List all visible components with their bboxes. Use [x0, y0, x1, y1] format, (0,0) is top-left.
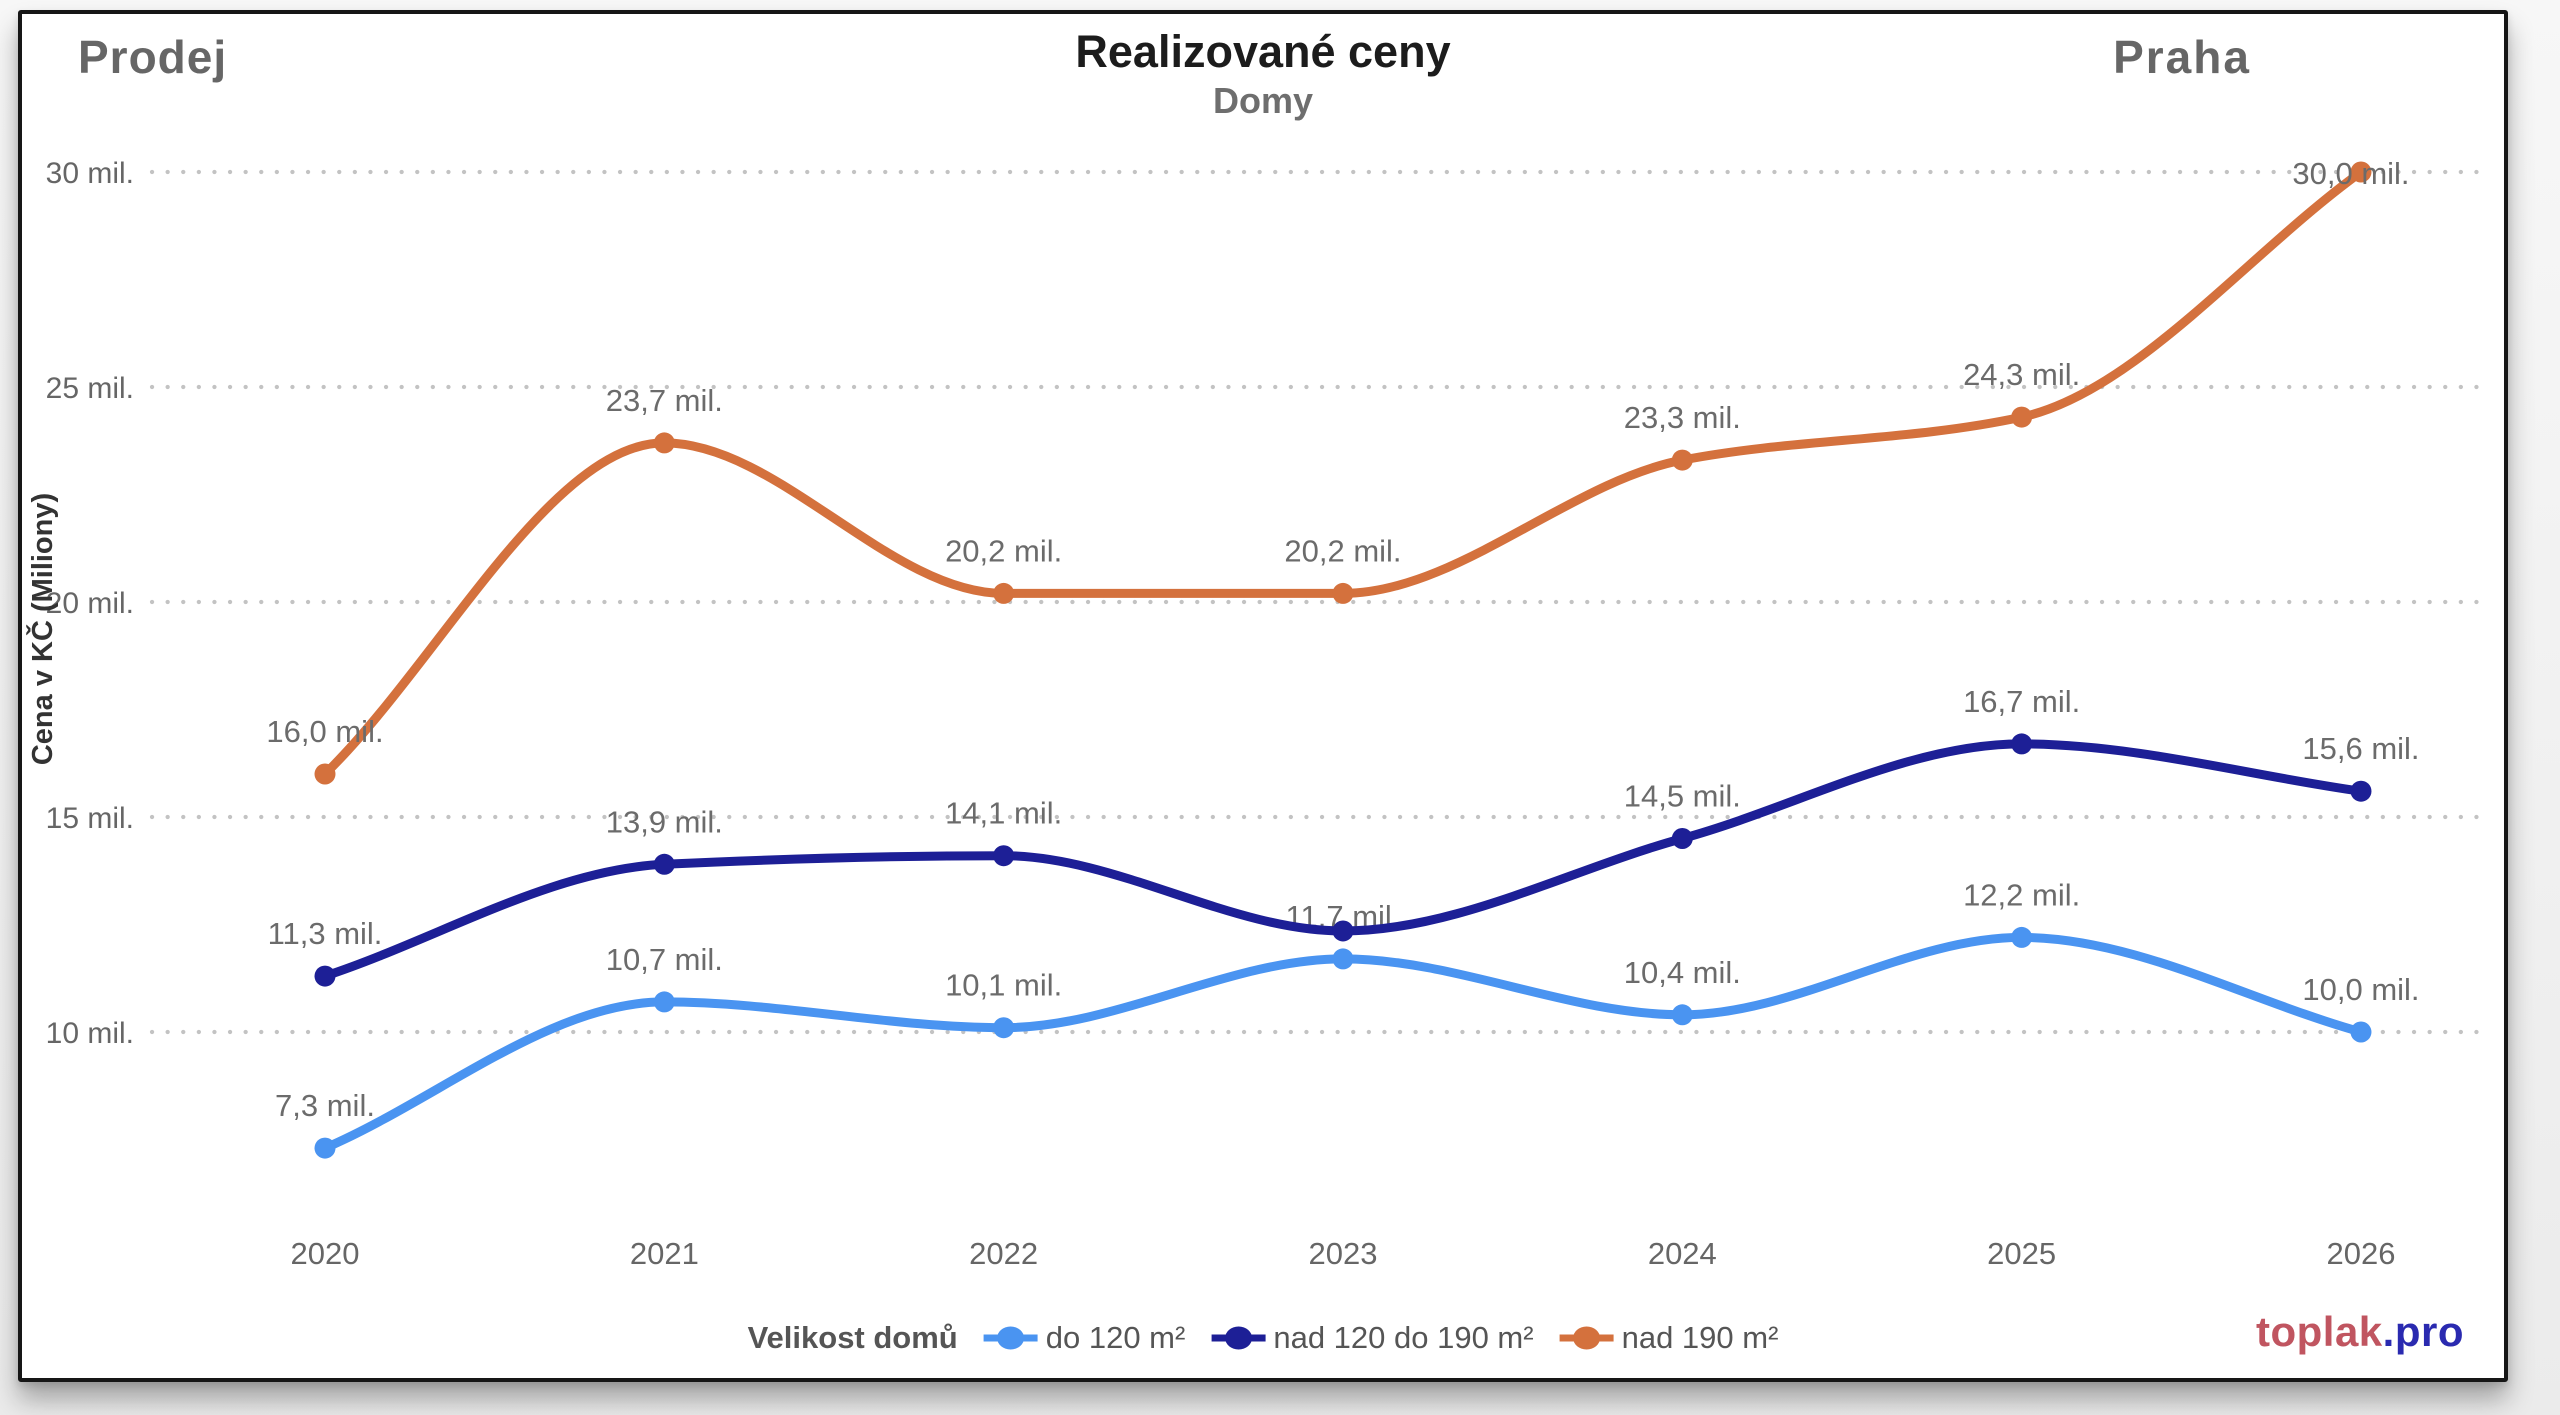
data-point-nad-190-m--2026[interactable]	[2350, 161, 2372, 183]
data-label-nad-190-m--2023: 20,2 mil.	[1284, 533, 1401, 568]
x-axis-label-2025: 2025	[1987, 1236, 2056, 1271]
y-tick-label: 25 mil.	[46, 372, 134, 405]
data-point-nad-120-do-190-m--2026[interactable]	[2350, 780, 2372, 802]
data-point-nad-120-do-190-m--2021[interactable]	[653, 853, 675, 875]
x-axis-label-2024: 2024	[1648, 1236, 1717, 1271]
legend-item-label: do 120 m²	[1045, 1320, 1186, 1355]
x-axis-label-2022: 2022	[969, 1236, 1038, 1271]
legend-item-label: nad 120 do 190 m²	[1273, 1320, 1534, 1355]
chart-card: Prodej Realizované ceny Domy Praha 30 mi…	[18, 10, 2508, 1382]
data-label-nad-120-do-190-m--2021: 13,9 mil.	[606, 804, 723, 839]
data-label-nad-190-m--2020: 16,0 mil.	[266, 714, 383, 749]
chart-subtitle: Domy	[1212, 80, 1314, 121]
data-label-do-120-m--2024: 10,4 mil.	[1624, 955, 1741, 990]
legend-marker-icon	[983, 1326, 1038, 1350]
data-point-nad-120-do-190-m--2023[interactable]	[1332, 920, 1354, 942]
data-label-nad-190-m--2025: 24,3 mil.	[1963, 357, 2080, 392]
legend-item-2[interactable]: nad 190 m²	[1558, 1320, 1779, 1356]
logo-part1: toplak	[2255, 1308, 2383, 1355]
legend-item-1[interactable]: nad 120 do 190 m²	[1209, 1320, 1534, 1356]
data-label-nad-120-do-190-m--2026: 15,6 mil.	[2302, 731, 2419, 766]
price-line-chart: 30 mil. 25 mil. 20 mil. 15 mil. 10 mil. Cena …	[25, 156, 2480, 1271]
data-label-do-120-m--2026: 10,0 mil.	[2302, 972, 2419, 1007]
legend: Velikost domů do 120 m² nad 120 do 190 m…	[748, 1320, 1779, 1356]
chart-title-right: Praha	[2113, 31, 2251, 83]
data-point-nad-120-do-190-m--2020[interactable]	[314, 965, 336, 987]
y-axis-title: Cena v KČ (Miliony)	[25, 493, 59, 765]
y-tick-label: 15 mil.	[46, 802, 134, 835]
x-axis-label-2026: 2026	[2326, 1236, 2395, 1271]
data-label-nad-120-do-190-m--2024: 14,5 mil.	[1624, 779, 1741, 814]
data-label-nad-120-do-190-m--2025: 16,7 mil.	[1963, 684, 2080, 719]
data-point-nad-190-m--2021[interactable]	[653, 432, 675, 454]
y-tick-label: 10 mil.	[46, 1017, 134, 1050]
chart-title-left: Prodej	[78, 31, 228, 83]
data-point-nad-190-m--2024[interactable]	[1671, 449, 1693, 471]
y-tick-label: 20 mil.	[46, 587, 134, 620]
legend-marker-icon	[1211, 1326, 1266, 1350]
chart-title: Realizované ceny	[1075, 26, 1451, 77]
legend-item-0[interactable]: do 120 m²	[982, 1320, 1186, 1356]
logo-part2: .pro	[2382, 1308, 2464, 1355]
x-axis-label-2021: 2021	[630, 1236, 699, 1271]
data-label-do-120-m--2020: 7,3 mil.	[275, 1088, 375, 1123]
data-point-nad-190-m--2022[interactable]	[993, 582, 1015, 604]
x-axis-label-2020: 2020	[291, 1236, 360, 1271]
data-point-do-120-m--2026[interactable]	[2350, 1021, 2372, 1043]
data-point-nad-190-m--2023[interactable]	[1332, 582, 1354, 604]
legend-title: Velikost domů	[747, 1320, 958, 1355]
legend-marker-icon	[1559, 1326, 1614, 1350]
data-point-do-120-m--2024[interactable]	[1671, 1004, 1693, 1026]
toplak-logo[interactable]: toplak.pro	[2256, 1308, 2464, 1356]
legend-item-label: nad 190 m²	[1621, 1320, 1779, 1355]
data-label-nad-190-m--2026: 30,0 mil.	[2292, 156, 2409, 191]
y-tick-label: 30 mil.	[46, 157, 134, 190]
data-point-nad-120-do-190-m--2025[interactable]	[2011, 733, 2033, 755]
data-label-do-120-m--2025: 12,2 mil.	[1963, 877, 2080, 912]
data-label-do-120-m--2022: 10,1 mil.	[945, 968, 1062, 1003]
data-label-nad-190-m--2021: 23,7 mil.	[606, 383, 723, 418]
data-point-nad-190-m--2020[interactable]	[314, 763, 336, 785]
data-point-do-120-m--2025[interactable]	[2011, 926, 2033, 948]
data-label-nad-190-m--2024: 23,3 mil.	[1624, 400, 1741, 435]
data-point-nad-190-m--2025[interactable]	[2011, 406, 2033, 428]
data-point-do-120-m--2022[interactable]	[993, 1017, 1015, 1039]
data-point-nad-120-do-190-m--2022[interactable]	[993, 845, 1015, 867]
data-point-do-120-m--2023[interactable]	[1332, 948, 1354, 970]
data-point-do-120-m--2021[interactable]	[653, 991, 675, 1013]
data-point-nad-120-do-190-m--2024[interactable]	[1671, 828, 1693, 849]
data-point-do-120-m--2020[interactable]	[314, 1137, 336, 1159]
data-label-nad-190-m--2022: 20,2 mil.	[945, 533, 1062, 568]
data-label-nad-120-do-190-m--2020: 11,3 mil.	[268, 916, 383, 951]
x-axis-label-2023: 2023	[1309, 1236, 1378, 1271]
data-label-nad-120-do-190-m--2022: 14,1 mil.	[945, 796, 1062, 831]
data-label-do-120-m--2021: 10,7 mil.	[606, 942, 723, 977]
